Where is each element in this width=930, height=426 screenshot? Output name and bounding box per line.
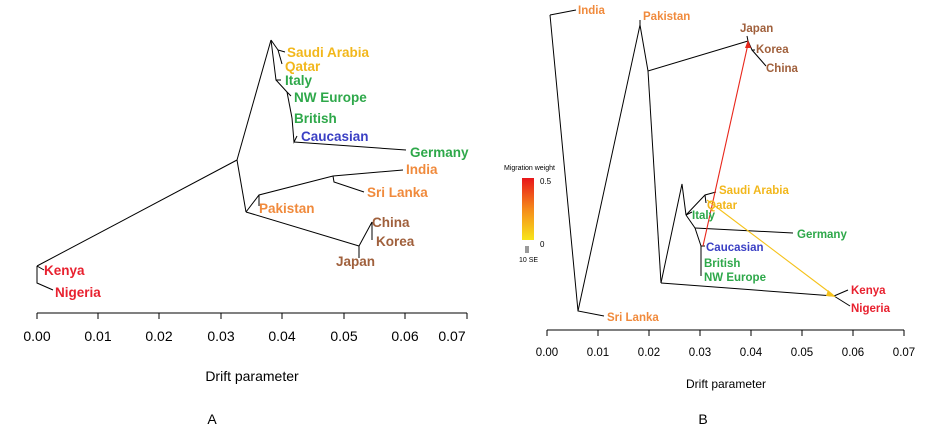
edge-b-china [751,49,767,67]
leaf-japan: Japan [336,254,375,269]
leaf-germany: Germany [410,145,469,160]
tick-label-b-5: 0.05 [791,347,813,359]
edge-b-japan [746,35,749,42]
edge-b-west [660,183,687,284]
leaf-sri-lanka: Sri Lanka [367,185,428,200]
tick-label-1: 0.01 [84,328,111,344]
edge-british [286,91,293,119]
leaf-china: China [372,215,410,230]
legend-title: Migration weight [504,165,555,172]
leaf-caucasian: Caucasian [301,129,369,144]
tick-label-b-2: 0.02 [638,347,660,359]
leaf-b-qatar: Qatar [707,200,738,212]
leaf-b-germany: Germany [797,229,847,241]
legend-gradient-bar [522,178,534,240]
tick-label-b-7: 0.07 [893,347,915,359]
edge-b-root-srilanka [549,14,605,317]
edge-b-italy [685,211,693,216]
migration-caucasian-japan [702,43,749,247]
edge-root-asia [236,159,247,213]
legend-min: 0 [540,240,545,249]
panel-a-x-axis: 0.00 0.01 0.02 0.03 0.04 0.05 0.06 0.07 … [23,312,468,384]
migration-legend: Migration weight 0.5 0 10 SE [504,165,555,264]
leaf-b-british: British [704,258,740,270]
edge-b-kenya [833,289,849,297]
migration-edges [702,40,836,297]
legend-max: 0.5 [540,177,552,186]
panel-b-x-axis: 0.00 0.01 0.02 0.03 0.04 0.05 0.06 0.07 … [536,329,915,391]
edge-b-pak-east [639,24,749,72]
tick-label-4: 0.04 [268,328,295,344]
leaf-b-italy: Italy [692,210,716,222]
panel-label-a: A [207,411,217,426]
leaf-british: British [294,111,337,126]
leaf-italy: Italy [285,73,313,88]
migration-qatar-kenya [706,199,834,296]
edge-germany [293,141,407,151]
leaf-india: India [406,162,438,177]
leaf-nw-europe: NW Europe [294,90,367,105]
edge-africa-kenya [36,265,45,271]
panel-b-leaves: India Pakistan Japan Korea China Saudi A… [578,5,891,324]
tick-label-3: 0.03 [207,328,234,344]
edge-b-sl-node [577,24,641,312]
panel-b-edges [549,9,851,317]
tick-label-0: 0.00 [23,328,50,344]
edge-africa-nigeria [36,266,54,291]
edge-asia-east [245,211,360,247]
tick-label-b-1: 0.01 [587,347,609,359]
panel-a: Saudi Arabia Qatar Italy NW Europe Briti… [23,39,469,426]
migration-arrow-japan [745,40,751,48]
panel-a-leaves: Saudi Arabia Qatar Italy NW Europe Briti… [44,45,469,300]
edge-qatar [277,49,283,65]
edge-srilanka [332,175,365,193]
edge-root-west [236,39,272,161]
panel-a-edges [36,39,407,291]
x-axis-ticks-b [546,330,905,336]
leaf-b-nigeria: Nigeria [851,303,891,315]
tick-label-5: 0.05 [330,328,357,344]
legend-se: 10 SE [519,257,538,264]
tick-label-2: 0.02 [145,328,172,344]
leaf-saudi-arabia: Saudi Arabia [287,45,370,60]
leaf-b-korea: Korea [756,44,789,56]
leaf-b-kenya: Kenya [851,285,886,297]
leaf-nigeria: Nigeria [55,285,101,300]
x-axis-label-b: Drift parameter [686,377,766,391]
tick-label-b-0: 0.00 [536,347,558,359]
edge-b-root-india [549,9,577,16]
leaf-b-saudi-arabia: Saudi Arabia [719,185,789,197]
leaf-b-japan: Japan [740,23,773,35]
leaf-b-caucasian: Caucasian [706,242,764,254]
leaf-korea: Korea [376,234,415,249]
x-axis-label: Drift parameter [205,368,299,384]
edge-west-europe [270,39,281,81]
leaf-b-sri-lanka: Sri Lanka [607,312,659,324]
leaf-pakistan: Pakistan [259,201,315,216]
leaf-b-india: India [578,5,605,17]
edge-b-down [647,70,662,284]
x-axis-ticks [36,313,468,319]
edge-b-nigeria [833,295,851,307]
edge-b-qatar [704,194,707,204]
leaf-b-china: China [766,63,799,75]
panel-label-b: B [698,411,707,426]
edge-asia-south [245,169,404,213]
leaf-b-pakistan: Pakistan [643,11,690,23]
tick-label-6: 0.06 [391,328,418,344]
tick-label-b-4: 0.04 [740,347,763,359]
edge-b-africa [660,282,835,297]
migration-arrow-kenya [826,290,836,297]
leaf-kenya: Kenya [44,263,85,278]
edge-east-china [358,221,373,247]
tick-label-b-6: 0.06 [842,347,864,359]
tick-label-7: 0.07 [438,328,465,344]
edge-b-germany [694,227,794,234]
leaf-b-nw-europe: NW Europe [704,272,766,284]
tick-label-b-3: 0.03 [689,347,711,359]
leaf-qatar: Qatar [285,59,321,74]
edge-root-africa [36,159,238,267]
panel-b: Migration weight 0.5 0 10 SE [504,5,915,426]
